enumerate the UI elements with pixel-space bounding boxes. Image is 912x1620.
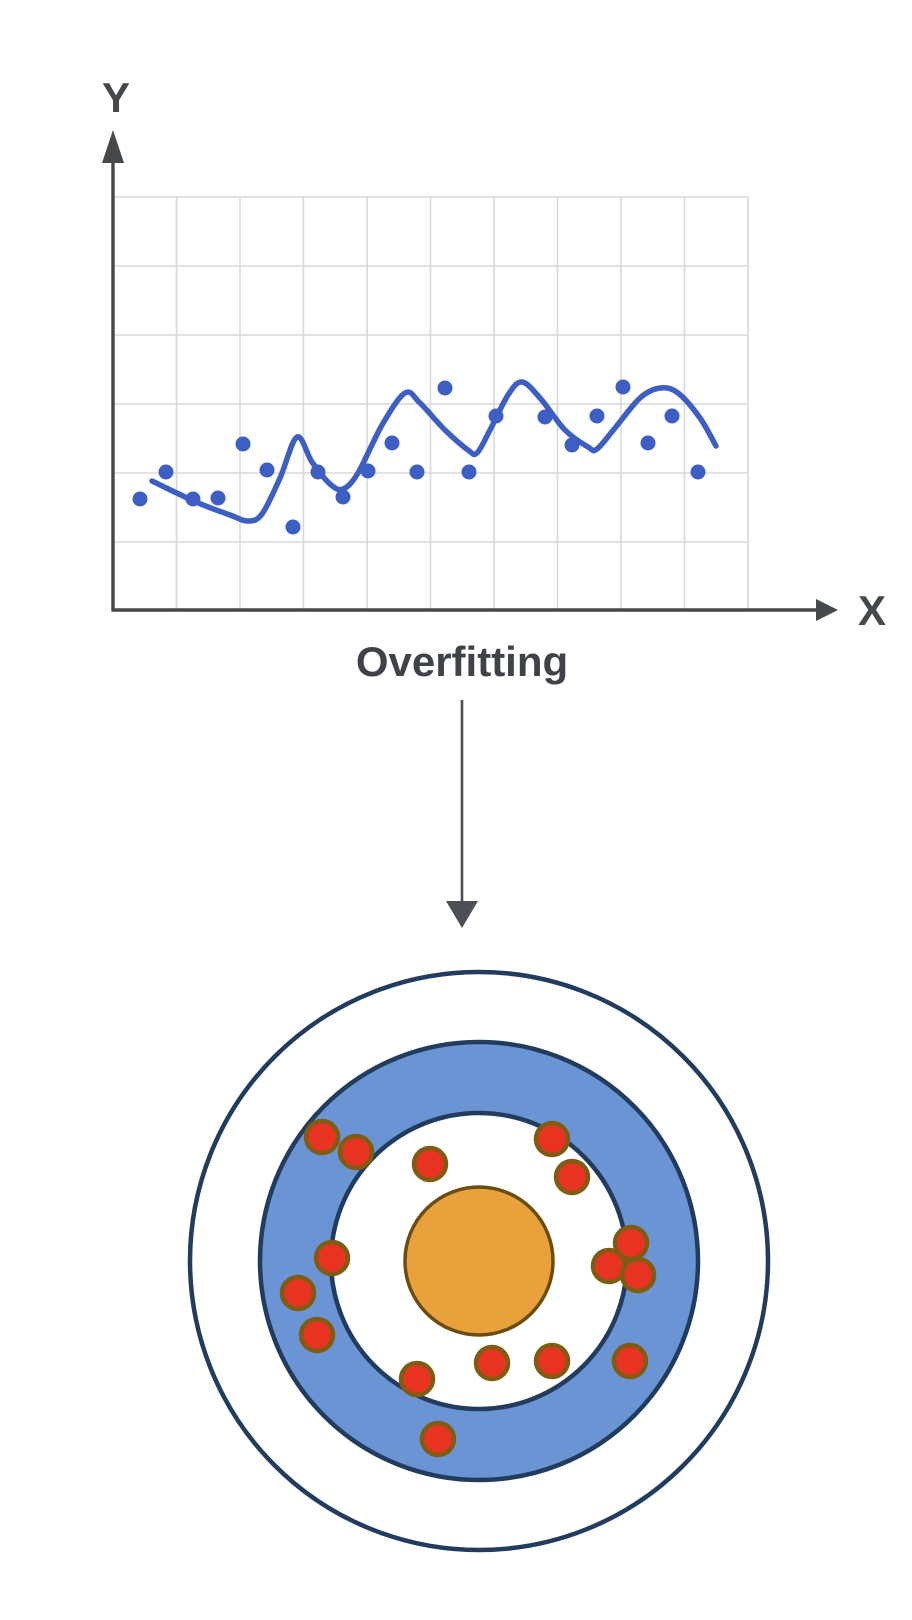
prediction-hit-dot — [619, 1256, 657, 1294]
data-point — [335, 489, 351, 505]
x-axis-label: X — [858, 587, 886, 634]
data-point — [690, 464, 706, 480]
data-point — [664, 408, 680, 424]
prediction-hit-dot — [337, 1133, 375, 1171]
data-point — [158, 464, 174, 480]
prediction-hit-dot — [473, 1344, 511, 1382]
data-point — [461, 464, 477, 480]
overfit-curve-path — [149, 379, 719, 524]
prediction-hit-dot — [398, 1360, 436, 1398]
prediction-hit-dot — [533, 1120, 571, 1158]
data-point — [384, 435, 400, 451]
caption-overfitting: Overfitting — [356, 638, 568, 685]
prediction-hit-dot — [553, 1158, 591, 1196]
data-point — [259, 462, 275, 478]
prediction-hit-dot — [313, 1239, 351, 1277]
data-point — [210, 490, 226, 506]
fitted-curve — [149, 379, 719, 524]
data-point — [488, 408, 504, 424]
x-axis-arrowhead-icon — [816, 599, 838, 621]
data-point — [640, 435, 656, 451]
y-axis-arrowhead-icon — [102, 130, 124, 163]
prediction-hit-dot — [298, 1316, 336, 1354]
prediction-hit-dot — [611, 1342, 649, 1380]
down-arrow — [446, 700, 478, 928]
target-bullseye — [187, 969, 771, 1553]
data-point — [132, 491, 148, 507]
down-arrow-head-icon — [446, 901, 478, 928]
data-point — [564, 437, 580, 453]
data-point — [310, 464, 326, 480]
prediction-hit-dot — [419, 1420, 457, 1458]
data-point — [285, 519, 301, 535]
data-point — [589, 408, 605, 424]
prediction-hit-dot — [533, 1342, 571, 1380]
data-point — [235, 436, 251, 452]
prediction-hit-dot — [303, 1118, 341, 1156]
data-point — [409, 464, 425, 480]
target-bullseye — [403, 1185, 555, 1337]
prediction-hit-dot — [411, 1145, 449, 1183]
y-axis-label: Y — [102, 74, 130, 121]
scatter-points — [132, 379, 706, 535]
chart-axes — [102, 130, 838, 621]
data-point — [185, 491, 201, 507]
data-point — [615, 379, 631, 395]
data-point — [360, 463, 376, 479]
prediction-hit-dot — [279, 1274, 317, 1312]
data-point — [537, 409, 553, 425]
data-point — [437, 380, 453, 396]
chart-grid — [112, 196, 749, 612]
